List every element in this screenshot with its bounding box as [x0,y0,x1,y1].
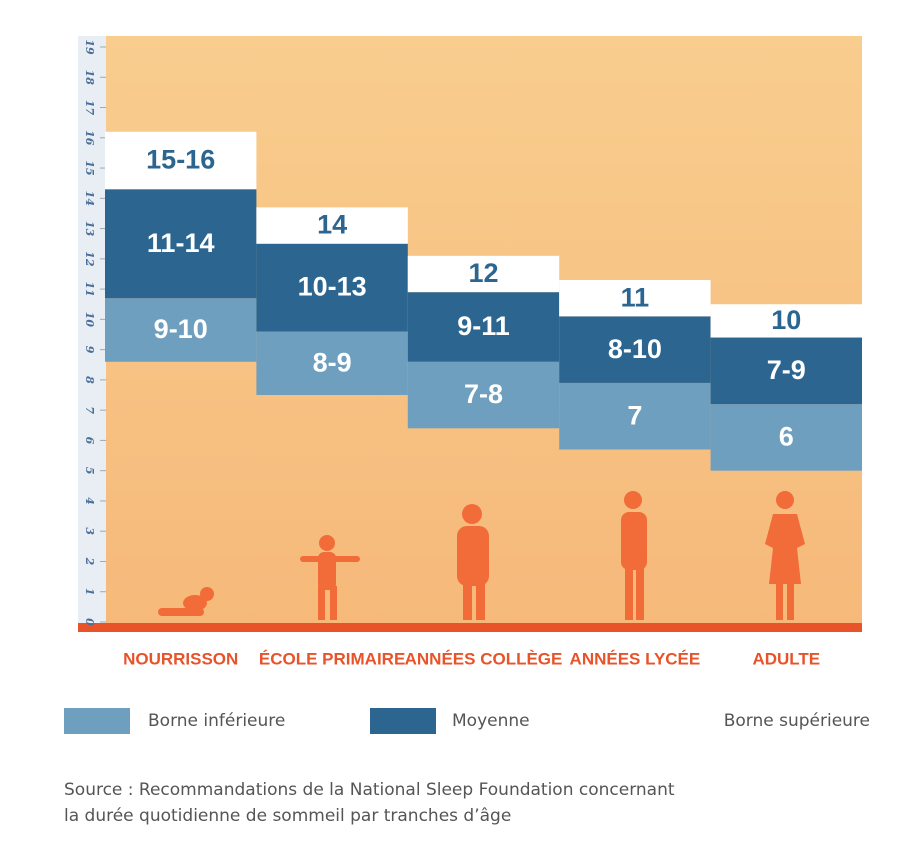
range-band [407,361,560,429]
x-tick-label: ANNÉES COLLÈGE [405,649,563,668]
y-tick-label: 9 [83,346,96,354]
y-tick-label: 13 [83,221,96,237]
y-tick-label: 18 [83,70,96,86]
x-tick-label: NOURRISSON [123,649,238,668]
range-band [256,207,408,244]
legend-swatch [64,708,130,734]
y-tick-label: 16 [83,130,96,146]
y-tick-label: 10 [83,312,96,328]
range-band [559,280,711,317]
range-band [105,298,257,362]
range-band [710,337,862,405]
y-tick-label: 12 [83,251,96,267]
x-tick-label: ADULTE [752,649,820,668]
band-label: 9-10 [154,314,208,344]
range-band [407,292,560,362]
band-label: 10-13 [298,272,367,302]
range-band [256,243,408,332]
band-label: 7 [627,400,642,430]
baseline [78,623,862,632]
y-tick-label: 8 [83,376,96,384]
band-label: 6 [779,422,794,452]
band-label: 8-10 [608,334,662,364]
legend-label: Moyenne [452,711,530,731]
band-label: 15-16 [146,145,215,175]
band-label: 14 [317,210,347,240]
y-tick-label: 1 [83,588,96,596]
source-line: la durée quotidienne de sommeil par tran… [64,806,511,826]
band-label: 12 [468,258,498,288]
y-tick-label: 17 [83,100,96,116]
band-label: 9-11 [457,311,510,341]
range-band [710,404,862,471]
x-tick-label: ANNÉES LYCÉE [570,649,701,668]
y-tick-label: 7 [83,406,96,414]
range-band [105,131,257,190]
y-tick-label: 2 [83,557,96,566]
y-tick-label: 4 [83,497,96,505]
y-tick-label: 11 [83,281,96,296]
ruler [78,36,106,626]
range-band [559,382,711,450]
range-band [710,304,862,338]
y-tick-label: 6 [83,437,96,445]
y-tick-label: 0 [83,618,96,626]
range-band [559,316,711,383]
band-label: 11-14 [147,228,215,258]
band-label: 8-9 [313,347,352,377]
range-band [407,255,560,293]
source-line: Source : Recommandations de la National … [64,780,675,800]
band-label: 10 [771,305,801,335]
silhouettes [158,491,805,620]
y-tick-label: 15 [83,160,96,175]
y-tick-label: 14 [83,191,96,206]
range-band [105,189,257,299]
y-tick-label: 5 [83,467,96,475]
band-label: 7-8 [464,379,503,409]
range-band [256,331,408,396]
band-label: 7-9 [767,355,806,385]
legend-swatch [370,708,436,734]
band-label: 11 [621,282,650,312]
y-tick-label: 19 [83,39,96,55]
x-tick-label: ÉCOLE PRIMAIRE [259,649,405,668]
legend-label: Borne supérieure [724,711,870,731]
y-tick-label: 3 [83,527,96,535]
legend-label: Borne inférieure [148,711,285,731]
